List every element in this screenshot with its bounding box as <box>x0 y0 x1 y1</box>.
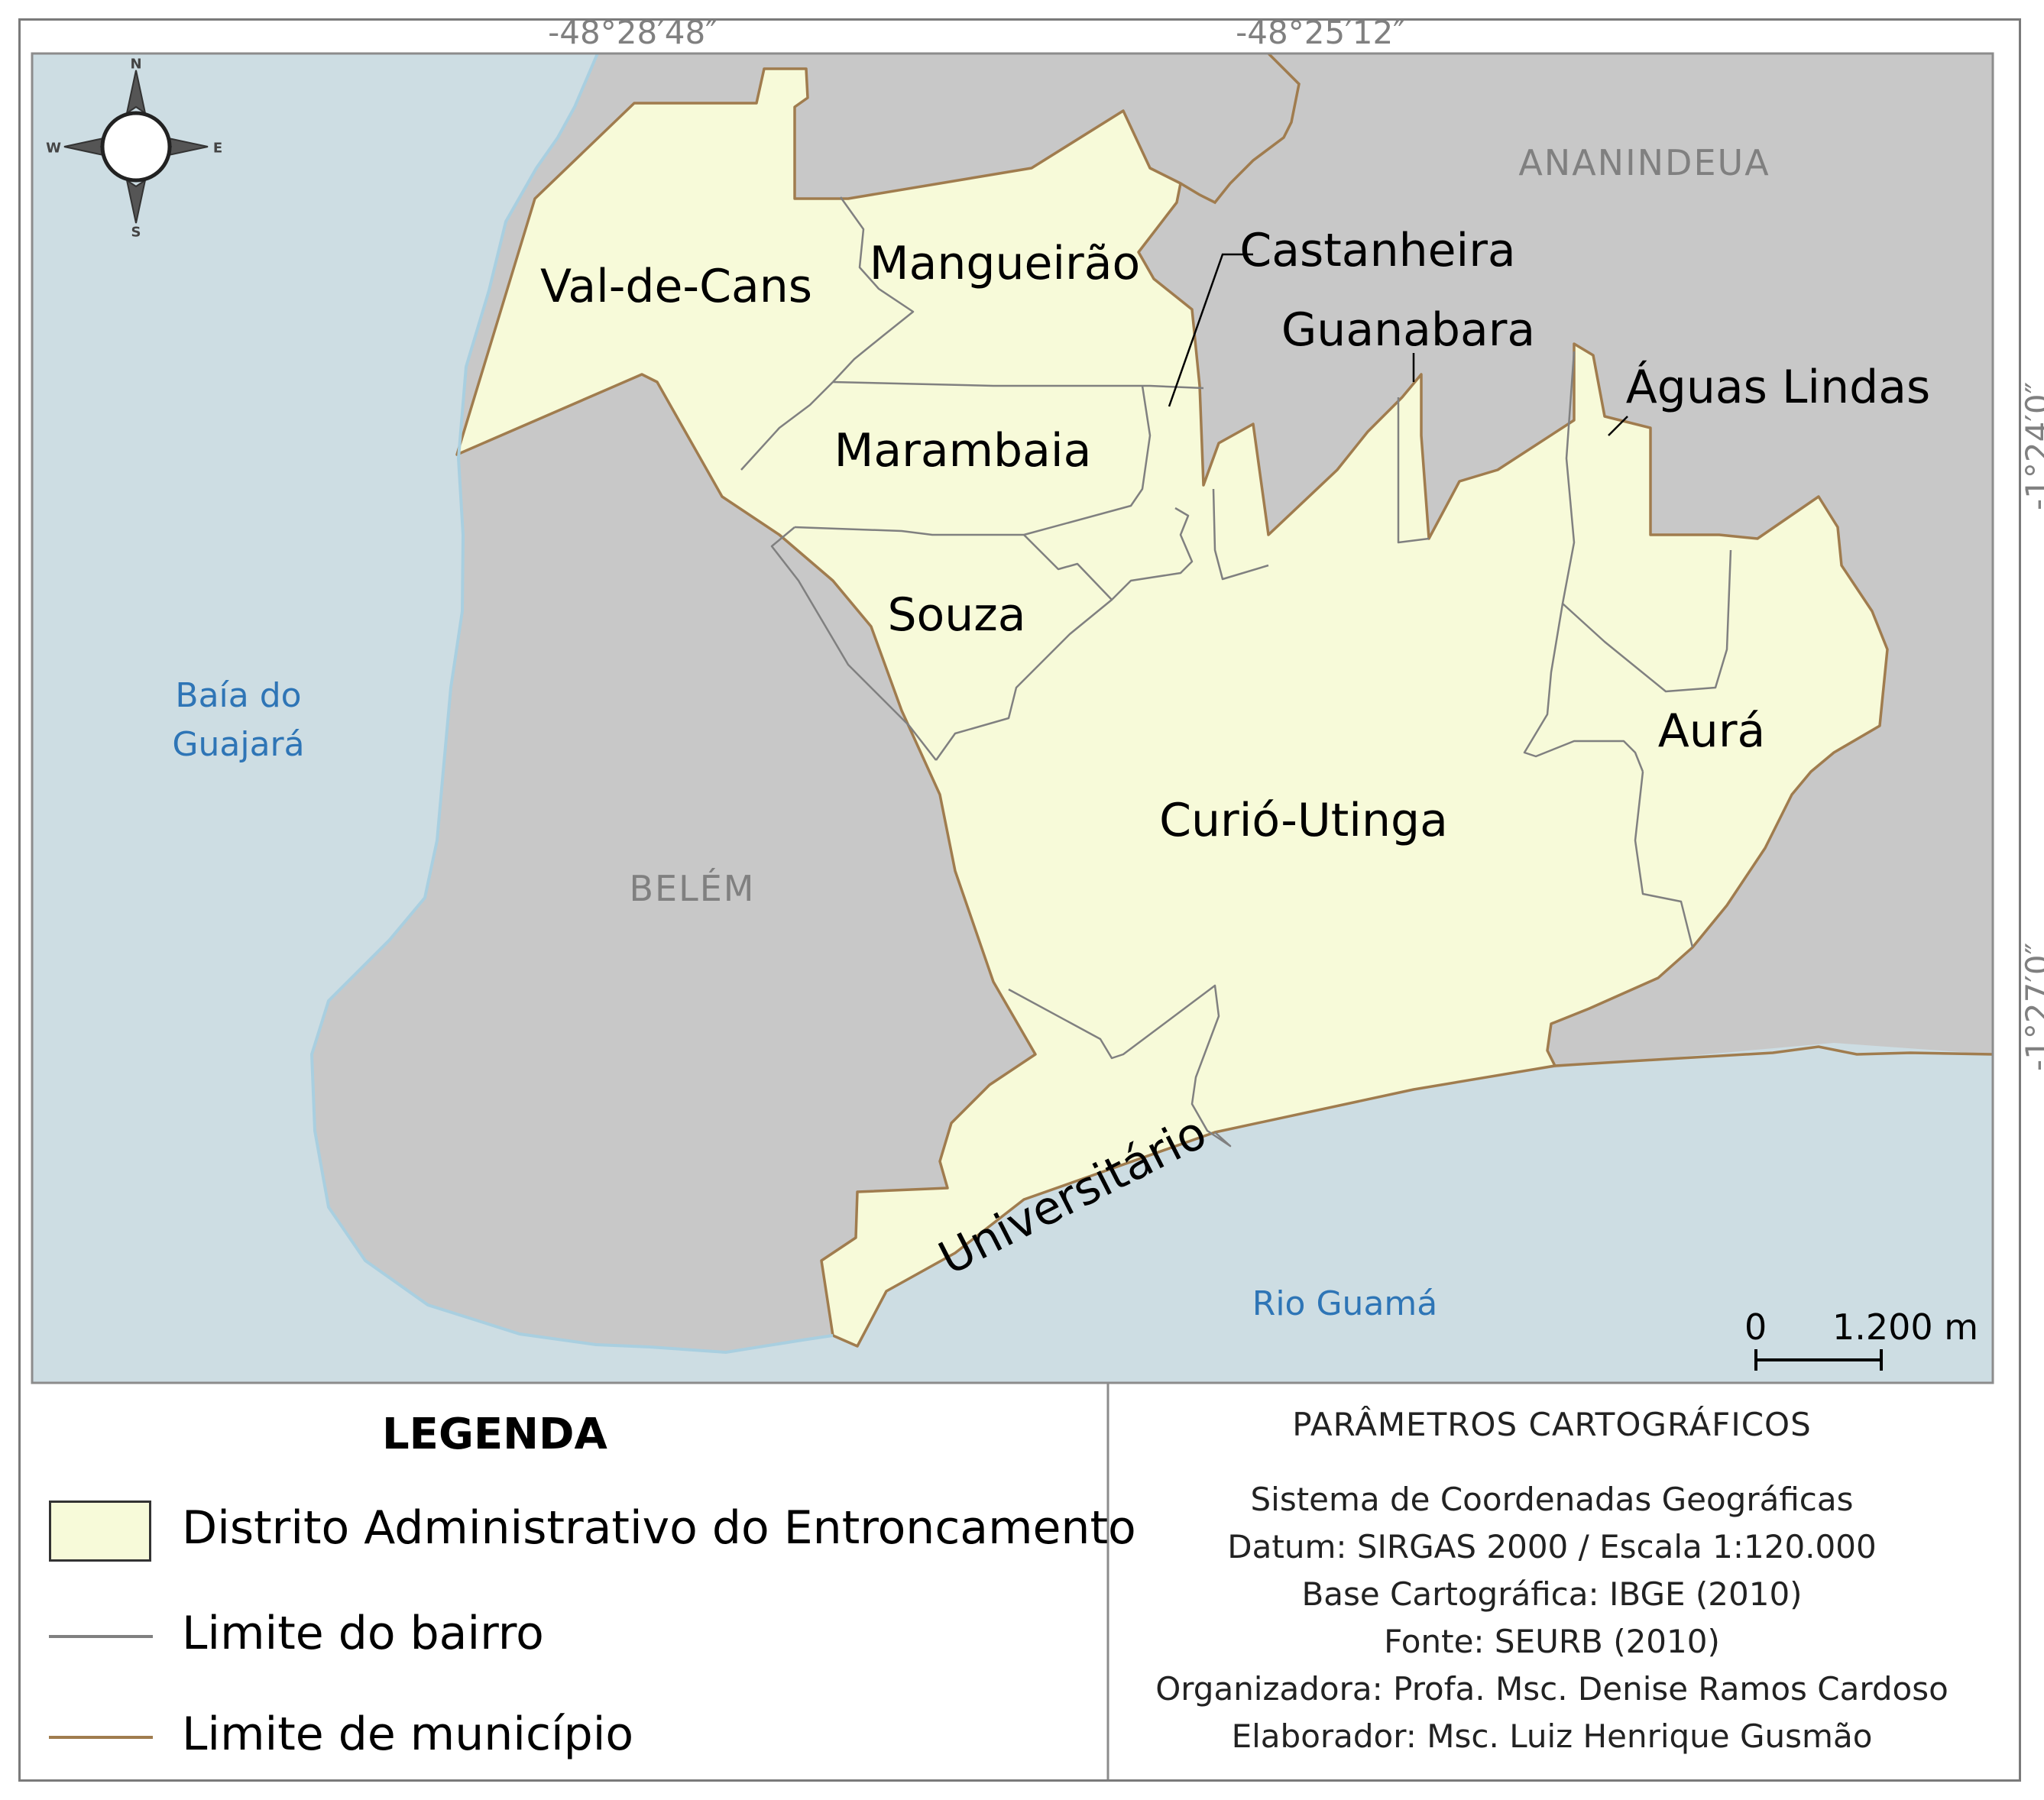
compass-north-arrow <box>125 70 147 115</box>
compass-west-letter: W <box>46 140 61 157</box>
municipio-line-symbol <box>49 1736 153 1739</box>
coastline <box>309 53 834 1355</box>
label-rio-guama: Rio Guamá <box>1252 1284 1438 1323</box>
label-ananindeua: ANANINDEUA <box>1518 142 1770 183</box>
parameters-title: PARÂMETROS CARTOGRÁFICOS <box>1292 1406 1812 1443</box>
compass-south-letter: S <box>131 224 141 241</box>
leader-castanheira <box>1168 253 1253 407</box>
bairro-line-symbol <box>49 1635 153 1638</box>
scale-bar <box>1754 1349 1883 1371</box>
page-frame <box>18 18 2021 1782</box>
label-castanheira: Castanheira <box>1239 224 1516 277</box>
legend-label-district: Distrito Administrativo do Entroncamento <box>182 1501 1136 1555</box>
compass-east-letter: E <box>212 140 223 157</box>
boundary-valdecans-marambaia <box>740 381 834 471</box>
boundary-guanabara-aguas <box>1397 397 1430 544</box>
district-area <box>455 67 1889 1348</box>
scale-start-label: 0 <box>1744 1306 1767 1348</box>
parameter-line: Organizadora: Profa. Msc. Denise Ramos C… <box>1155 1670 1948 1708</box>
label-curio-utinga: Curió-Utinga <box>1159 794 1448 847</box>
legend-title: LEGENDA <box>382 1410 607 1459</box>
label-mangueirao: Mangueirão <box>869 237 1141 290</box>
boundary-marambaia-souza <box>794 385 1152 536</box>
municipal-boundary-east <box>1180 52 1994 1067</box>
boundary-souza-castanheira <box>1023 507 1194 601</box>
boundary-souza-curio <box>935 599 1113 761</box>
legend-label-municipio: Limite de município <box>182 1708 634 1761</box>
leader-lines <box>1168 253 1628 436</box>
label-baia-line1: Baía do <box>175 676 302 715</box>
bairro-boundaries <box>740 196 1732 1148</box>
scale-end-label: 1.200 m <box>1832 1306 1979 1348</box>
parameter-line: Sistema de Coordenadas Geográficas <box>1250 1481 1854 1518</box>
compass-icon <box>63 70 209 224</box>
boundary-aura-west <box>1523 603 1644 772</box>
label-baia-do-guajara: Baía do Guajará <box>172 672 304 769</box>
compass-south-arrow <box>125 178 147 224</box>
parameter-line: Elaborador: Msc. Luiz Henrique Gusmão <box>1231 1717 1873 1755</box>
boundary-valdecans-mangueirao <box>832 196 915 383</box>
map-frame <box>31 52 1994 1384</box>
label-guanabara: Guanabara <box>1281 303 1536 357</box>
label-marambaia: Marambaia <box>834 424 1092 478</box>
boundary-castanheira-guanabara <box>1212 488 1269 581</box>
compass-north-letter: N <box>130 56 142 73</box>
boundary-aguas-lindas <box>1561 351 1732 693</box>
boundary-aura-south <box>1634 771 1694 948</box>
parameter-line: Base Cartográfica: IBGE (2010) <box>1301 1575 1803 1613</box>
label-val-de-cans: Val-de-Cans <box>539 260 813 313</box>
boundary-universitario <box>1008 984 1232 1148</box>
label-aura: Aurá <box>1657 704 1766 758</box>
compass-ring <box>100 111 172 183</box>
parameter-line: Datum: SIRGAS 2000 / Escala 1:120.000 <box>1227 1528 1877 1565</box>
label-belem: BELÉM <box>629 868 756 909</box>
label-aguas-lindas: Águas Lindas <box>1625 361 1931 414</box>
boundary-souza-west <box>770 526 937 761</box>
label-souza: Souza <box>887 588 1026 642</box>
longitude-label-1: -48°28′48″ <box>548 14 718 51</box>
legend-label-bairro: Limite do bairro <box>182 1607 544 1660</box>
longitude-label-2: -48°25′12″ <box>1236 14 1405 51</box>
district-fill-swatch <box>49 1501 151 1562</box>
label-baia-line2: Guajará <box>172 725 305 764</box>
parameter-line: Fonte: SEURB (2010) <box>1384 1623 1720 1660</box>
latitude-label-1: -1°24′0″ <box>2019 381 2044 510</box>
leader-aguas-lindas <box>1608 416 1628 436</box>
latitude-label-2: -1°27′0″ <box>2019 942 2044 1071</box>
scale-bar-line <box>1754 1349 1883 1371</box>
parameters-lines: Sistema de Coordenadas Geográficas Datum… <box>1109 1476 1994 1760</box>
